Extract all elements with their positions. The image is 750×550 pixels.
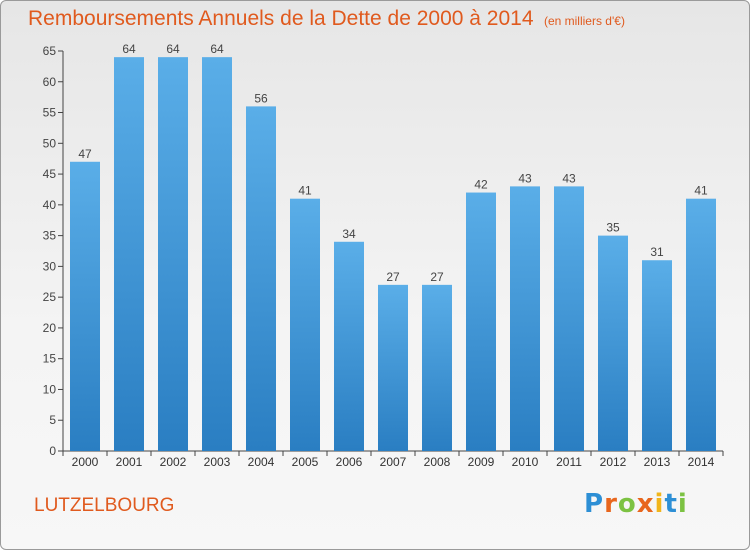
y-tick-label: 10 [43, 382, 57, 396]
data-label: 64 [122, 42, 136, 56]
data-label: 42 [474, 178, 488, 192]
chart-title-main: Remboursements Annuels de la Dette de 20… [28, 7, 534, 30]
data-label: 34 [342, 227, 356, 241]
commune-name: LUTZELBOURG [34, 495, 175, 516]
y-tick-label: 20 [43, 321, 57, 335]
bar [158, 57, 188, 452]
data-label: 41 [694, 184, 708, 198]
y-tick-label: 55 [43, 106, 57, 120]
bar [378, 284, 408, 451]
x-tick-label: 2001 [116, 455, 143, 469]
data-label: 56 [254, 91, 268, 105]
x-tick-label: 2011 [556, 455, 582, 469]
x-tick-label: 2005 [292, 455, 319, 469]
bar [686, 198, 716, 451]
bar [554, 186, 584, 451]
y-tick-label: 65 [43, 44, 57, 58]
y-tick-label: 0 [49, 444, 56, 458]
data-label: 64 [166, 42, 180, 56]
chart-data-labels: 47 64 64 64 56 41 34 27 27 42 43 43 35 31 41 [78, 42, 708, 284]
data-label: 43 [562, 171, 576, 185]
x-tick-label: 2000 [72, 455, 99, 469]
bar [114, 57, 144, 452]
data-label: 35 [606, 221, 620, 235]
y-tick-label: 15 [43, 352, 57, 366]
proxiti-logo: Proxiti [584, 489, 688, 519]
x-tick-label: 2013 [644, 455, 671, 469]
x-tick-label: 2006 [336, 455, 363, 469]
x-tick-label: 2012 [600, 455, 627, 469]
x-tick-label: 2008 [424, 455, 451, 469]
y-tick-label: 60 [43, 75, 57, 89]
x-tick-label: 2002 [160, 455, 187, 469]
x-tick-label: 2003 [204, 455, 231, 469]
x-tick-label: 2007 [380, 455, 407, 469]
data-label: 64 [210, 42, 224, 56]
y-tick-label: 30 [43, 259, 57, 273]
y-tick-label: 35 [43, 229, 57, 243]
bar [290, 198, 320, 451]
x-tick-label: 2010 [512, 455, 539, 469]
chart-title-unit: (en milliers d'€) [543, 14, 625, 28]
chart-title: Remboursements Annuels de la Dette de 20… [28, 7, 625, 31]
data-label: 31 [650, 245, 664, 259]
data-label: 47 [78, 147, 92, 161]
data-label: 27 [386, 270, 400, 284]
bar [642, 260, 672, 451]
bar [246, 106, 276, 451]
bar [422, 284, 452, 451]
y-tick-label: 40 [43, 198, 57, 212]
bar [202, 57, 232, 452]
x-tick-label: 2009 [468, 455, 495, 469]
data-label: 43 [518, 171, 532, 185]
data-label: 27 [430, 270, 444, 284]
chart-bars [70, 57, 716, 452]
bar [70, 161, 100, 451]
bar [510, 186, 540, 451]
bar [466, 192, 496, 452]
bar [334, 241, 364, 451]
data-label: 41 [298, 184, 312, 198]
y-tick-label: 25 [43, 290, 57, 304]
y-tick-label: 45 [43, 167, 57, 181]
bar [598, 235, 628, 451]
x-tick-label: 2004 [248, 455, 275, 469]
y-tick-label: 5 [49, 413, 56, 427]
y-tick-label: 50 [43, 136, 57, 150]
x-tick-label: 2014 [688, 455, 715, 469]
